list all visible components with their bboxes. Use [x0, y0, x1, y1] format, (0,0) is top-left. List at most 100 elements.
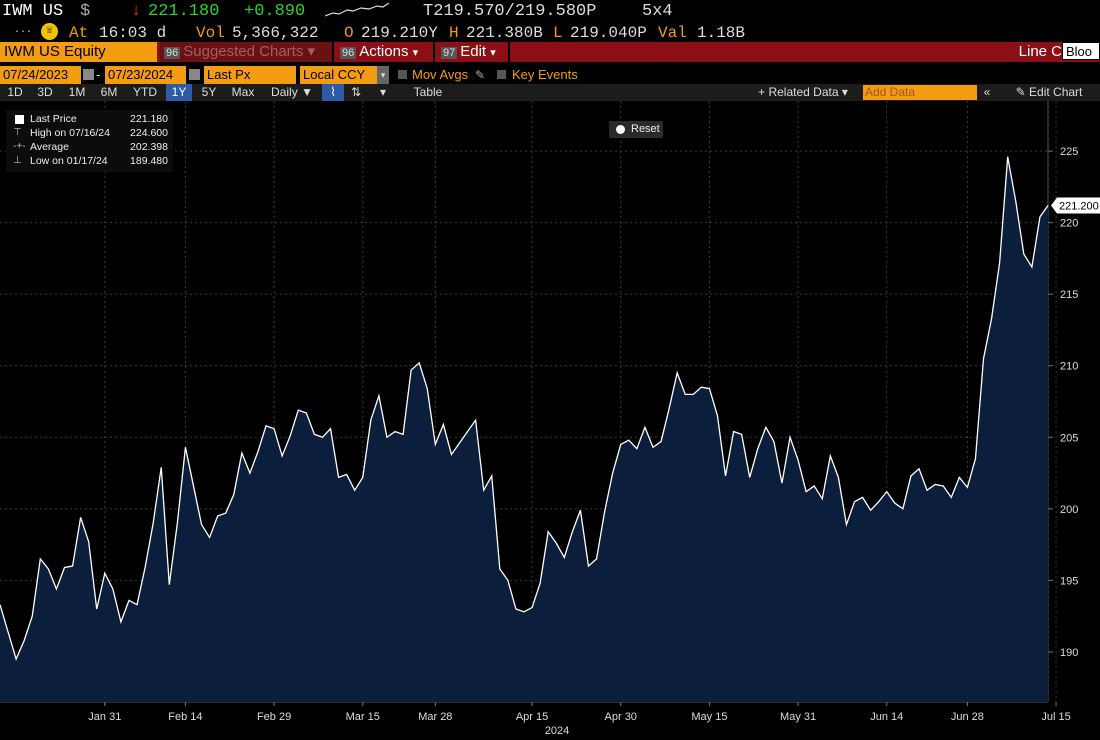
square-icon	[15, 115, 24, 124]
related-data-menu[interactable]: + Related Data ▾	[748, 84, 858, 101]
range-button-5y[interactable]: 5Y	[201, 85, 217, 99]
y-tick-label: 200	[1060, 504, 1078, 516]
legend-row-high: ⊤ High on 07/16/24 224.600	[6, 126, 173, 140]
legend-value: 221.180	[130, 113, 168, 125]
calendar-icon[interactable]	[83, 69, 94, 80]
blo-tag[interactable]: Bloo	[1062, 42, 1100, 60]
last-value-tag	[1051, 197, 1100, 214]
ticker: IWM US	[2, 2, 64, 21]
last-value-marker: 221.200	[1051, 197, 1100, 214]
x-tick-label: Jun 14	[870, 711, 903, 723]
key-events-label[interactable]: Key Events	[512, 67, 578, 82]
price-area	[0, 156, 1048, 702]
range-toolbar: 1D 3D 1M 6M YTD 1Y 5Y Max Daily ▼ ⌇ ⇅ ▾ …	[0, 84, 1100, 101]
start-date-field[interactable]: 07/24/2023	[0, 66, 81, 84]
y-tick-label: 225	[1060, 146, 1078, 158]
actions-menu[interactable]: 96 Actions ▾	[336, 42, 436, 62]
security-field[interactable]: IWM US Equity	[0, 42, 157, 62]
currency-select[interactable]: Local CCY	[300, 66, 377, 84]
y-tick-label: 190	[1060, 647, 1078, 659]
price-field-select[interactable]: Last Px	[204, 66, 296, 84]
actions-menu-number: 96	[340, 47, 357, 59]
currency-symbol: $	[80, 2, 91, 21]
bid-ask: T219.570/219.580P	[423, 2, 597, 21]
volume: 5,366,322	[232, 24, 319, 42]
chart-type-label: Line C	[1018, 43, 1062, 60]
mov-avgs-label[interactable]: Mov Avgs	[412, 67, 469, 82]
range-button-1m[interactable]: 1M	[68, 85, 86, 99]
legend-row-average: -+- Average 202.398	[6, 140, 173, 154]
dots-icon: ...	[14, 25, 33, 36]
field-bar: 07/24/2023 - 07/23/2024 Last Px Local CC…	[0, 66, 1100, 84]
chevron-down-icon: ▾	[841, 85, 848, 99]
x-tick-label: May 31	[780, 711, 816, 723]
y-tick-label: 215	[1060, 289, 1078, 301]
bar-chart-icon[interactable]: ⇅	[350, 85, 362, 99]
pencil-icon[interactable]: ✎	[475, 68, 486, 82]
table-button[interactable]: Table	[413, 85, 443, 99]
y-axis: 190 195 200 205 210 215 220 225	[1047, 101, 1078, 702]
related-data-label: Related Data	[768, 85, 839, 99]
low-marker-icon: ⊥	[13, 155, 22, 166]
frequency-select[interactable]: Daily ▼	[264, 84, 320, 101]
y-tick-label: 205	[1060, 432, 1078, 444]
price-line	[0, 156, 1049, 661]
chevron-down-icon: ▾	[490, 47, 496, 59]
menu-divider	[508, 42, 510, 62]
range-button-6m[interactable]: 6M	[100, 85, 118, 99]
range-button-ytd[interactable]: YTD	[133, 85, 157, 99]
news-icon[interactable]: ☏	[41, 23, 58, 40]
chart-legend: Last Price 221.180 ⊤ High on 07/16/24 22…	[6, 110, 173, 172]
collapse-icon[interactable]: «	[983, 85, 991, 99]
line-chart-icon[interactable]: ⌇	[322, 84, 344, 101]
legend-label: Low on 01/17/24	[30, 155, 108, 167]
chevron-down-icon: ▼	[301, 85, 313, 99]
at-label: At	[69, 24, 89, 42]
x-tick-label: Mar 15	[346, 711, 380, 723]
x-tick-label: Mar 28	[418, 711, 452, 723]
y-tick-label: 210	[1060, 361, 1078, 373]
plus-icon: +	[758, 85, 766, 99]
suggested-menu-number: 96	[164, 47, 181, 59]
calendar-icon[interactable]	[189, 69, 200, 80]
range-button-max[interactable]: Max	[231, 85, 255, 99]
range-button-1d[interactable]: 1D	[7, 85, 23, 99]
x-tick-label: Jan 31	[88, 711, 121, 723]
range-button-3d[interactable]: 3D	[37, 85, 53, 99]
suggested-charts-menu[interactable]: 96 Suggested Charts ▾	[160, 42, 334, 62]
x-axis-year-label: 2024	[545, 725, 569, 737]
chevron-down-icon[interactable]: ▾	[379, 85, 387, 99]
edit-chart-button[interactable]: ✎ Edit Chart	[1000, 84, 1098, 101]
price-chart[interactable]: 190 195 200 205 210 215 220 225 Jan 31 Feb 14 Feb…	[0, 101, 1100, 740]
chevron-down-icon[interactable]: ▾	[377, 66, 389, 84]
x-tick-label: Apr 30	[605, 711, 637, 723]
mov-avgs-checkbox[interactable]	[398, 70, 407, 79]
chevron-down-icon: ▾	[307, 43, 316, 60]
high-price: 221.380B	[466, 24, 543, 42]
high-label: H	[449, 24, 459, 42]
x-tick-label: Apr 15	[516, 711, 548, 723]
legend-label: Last Price	[30, 113, 77, 125]
x-tick-label: Jun 28	[951, 711, 984, 723]
low-label: L	[553, 24, 563, 42]
quote-size: 5x4	[642, 2, 673, 21]
down-arrow-icon: ↓	[131, 2, 142, 21]
add-data-input[interactable]: Add Data	[863, 85, 977, 100]
traded-value: 1.18B	[697, 24, 746, 42]
quote-time: 16:03 d	[99, 24, 167, 42]
menu-divider	[433, 42, 435, 62]
edit-menu[interactable]: 97 Edit ▾	[437, 42, 511, 62]
open-label: O	[344, 24, 354, 42]
reset-button[interactable]: Reset	[609, 121, 663, 138]
y-tick-label: 220	[1060, 218, 1078, 230]
y-tick-label: 195	[1060, 575, 1078, 587]
suggested-charts-label: Suggested Charts	[183, 43, 304, 60]
key-events-checkbox[interactable]	[497, 70, 506, 79]
volume-label: Vol	[196, 24, 225, 42]
date-dash: -	[96, 67, 101, 82]
end-date-field[interactable]: 07/23/2024	[105, 66, 186, 84]
x-tick-label: Jul 15	[1041, 711, 1070, 723]
high-marker-icon: ⊤	[13, 127, 22, 138]
range-button-1y[interactable]: 1Y	[166, 84, 192, 101]
legend-row-low: ⊥ Low on 01/17/24 189.480	[6, 154, 173, 168]
